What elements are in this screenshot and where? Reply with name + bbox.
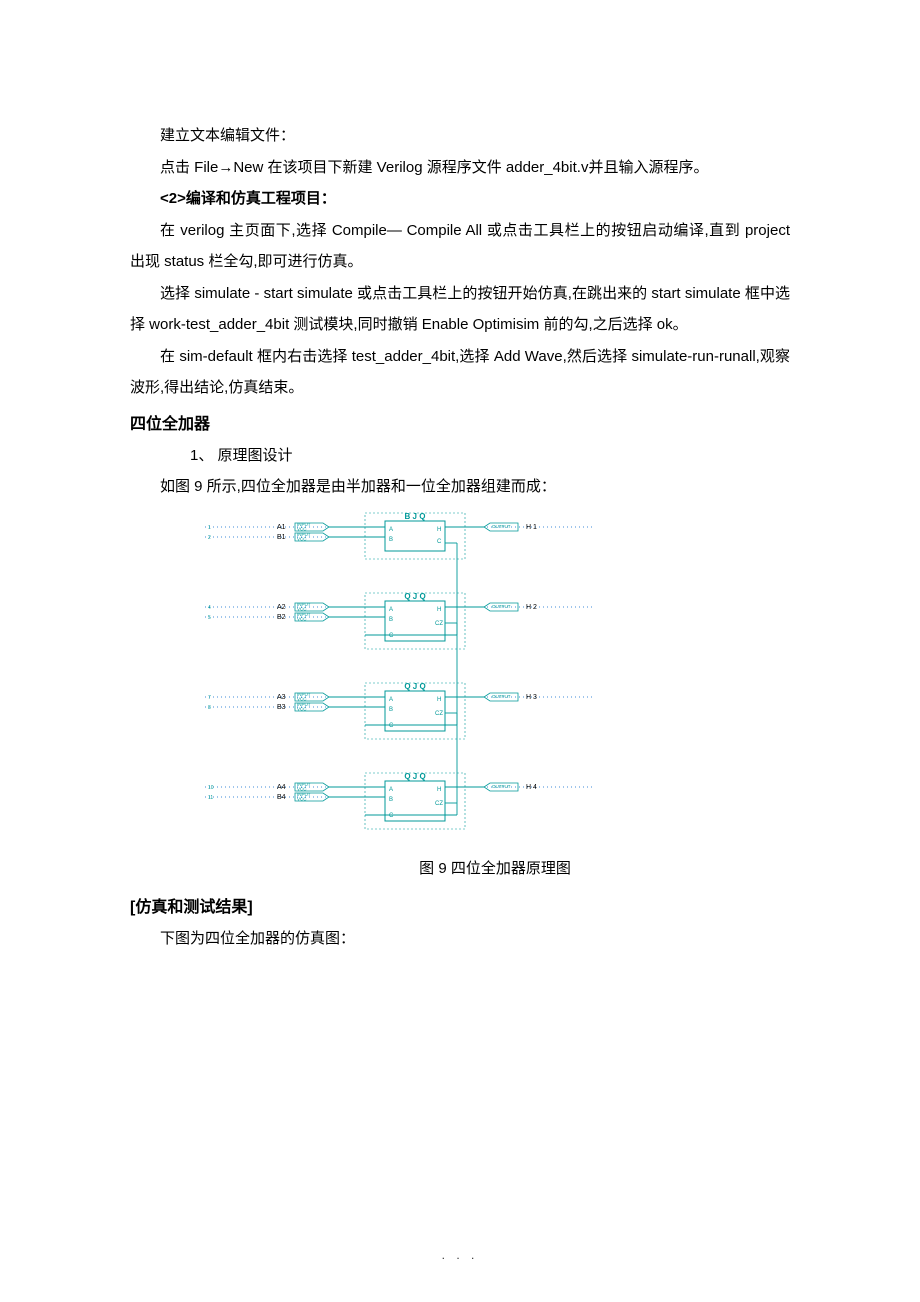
svg-text:OUTPUT: OUTPUT xyxy=(492,784,511,789)
paragraph: 1、 原理图设计 xyxy=(130,440,790,472)
svg-text:VCC: VCC xyxy=(297,606,307,611)
document-page: 建立文本编辑文件： 点击 File→New 在该项目下新建 Verilog 源程… xyxy=(0,0,920,1302)
section-heading: 四位全加器 xyxy=(130,410,790,434)
paragraph: 在 verilog 主页面下,选择 Compile— Compile All 或… xyxy=(130,215,790,278)
svg-text:Q J Q: Q J Q xyxy=(404,682,425,691)
svg-text:8: 8 xyxy=(208,705,211,711)
svg-text:C: C xyxy=(389,633,394,639)
paragraph: 如图 9 所示,四位全加器是由半加器和一位全加器组建而成： xyxy=(130,471,790,503)
svg-text:1: 1 xyxy=(208,525,211,531)
svg-text:10: 10 xyxy=(208,785,214,791)
svg-text:B3: B3 xyxy=(277,704,286,711)
svg-text:CZ: CZ xyxy=(435,801,443,807)
paragraph: 点击 File→New 在该项目下新建 Verilog 源程序文件 adder_… xyxy=(130,152,790,184)
svg-text:OUTPUT: OUTPUT xyxy=(492,694,511,699)
svg-text:OUTPUT: OUTPUT xyxy=(492,524,511,529)
svg-text:Q J Q: Q J Q xyxy=(404,592,425,601)
svg-text:B1: B1 xyxy=(277,534,286,541)
svg-text:CZ: CZ xyxy=(435,621,443,627)
figure-caption: 图 9 四位全加器原理图 xyxy=(200,857,790,878)
svg-text:H 2: H 2 xyxy=(526,604,537,611)
svg-text:H: H xyxy=(437,607,441,613)
svg-text:A: A xyxy=(389,607,393,613)
svg-text:VCC: VCC xyxy=(297,796,307,801)
paragraph: 在 sim-default 框内右击选择 test_adder_4bit,选择 … xyxy=(130,341,790,404)
svg-text:A: A xyxy=(389,527,393,533)
svg-text:B J Q: B J Q xyxy=(405,512,426,521)
svg-text:B: B xyxy=(389,797,393,803)
svg-text:A3: A3 xyxy=(277,694,286,701)
page-footer: . . . xyxy=(0,1248,920,1262)
svg-text:VCC: VCC xyxy=(297,536,307,541)
paragraph: 建立文本编辑文件： xyxy=(130,120,790,152)
section-heading: [仿真和测试结果] xyxy=(130,893,790,917)
paragraph: 选择 simulate - start simulate 或点击工具栏上的按钮开… xyxy=(130,278,790,341)
svg-text:H: H xyxy=(437,787,441,793)
paragraph-heading: <2>编译和仿真工程项目： xyxy=(130,183,790,215)
svg-text:H 3: H 3 xyxy=(526,694,537,701)
svg-text:CZ: CZ xyxy=(435,711,443,717)
svg-text:Q J Q: Q J Q xyxy=(404,772,425,781)
svg-text:11: 11 xyxy=(208,795,213,801)
svg-text:B: B xyxy=(389,537,393,543)
svg-text:C: C xyxy=(389,813,394,819)
svg-text:C: C xyxy=(389,723,394,729)
svg-text:B: B xyxy=(389,617,393,623)
svg-text:4: 4 xyxy=(208,605,211,611)
svg-text:A: A xyxy=(389,697,393,703)
svg-text:H: H xyxy=(437,527,441,533)
svg-text:OUTPUT: OUTPUT xyxy=(492,604,511,609)
svg-text:H 4: H 4 xyxy=(526,784,537,791)
svg-text:VCC: VCC xyxy=(297,696,307,701)
svg-text:VCC: VCC xyxy=(297,616,307,621)
svg-text:5: 5 xyxy=(208,615,211,621)
svg-text:H: H xyxy=(437,697,441,703)
svg-text:VCC: VCC xyxy=(297,526,307,531)
svg-text:A4: A4 xyxy=(277,784,286,791)
svg-text:B: B xyxy=(389,707,393,713)
svg-text:VCC: VCC xyxy=(297,786,307,791)
svg-text:H 1: H 1 xyxy=(526,524,537,531)
svg-text:B4: B4 xyxy=(277,794,286,801)
svg-text:A2: A2 xyxy=(277,604,286,611)
svg-text:VCC: VCC xyxy=(297,706,307,711)
svg-text:B2: B2 xyxy=(277,614,286,621)
svg-text:2: 2 xyxy=(208,535,211,541)
svg-text:C: C xyxy=(437,539,442,545)
svg-text:A1: A1 xyxy=(277,524,286,531)
schematic-diagram: B J QABHCINPUTVCCA1INPUTVCCB1OUTPUTH 112… xyxy=(200,511,790,878)
svg-text:7: 7 xyxy=(208,695,211,701)
svg-text:A: A xyxy=(389,787,393,793)
paragraph: 下图为四位全加器的仿真图： xyxy=(130,923,790,955)
